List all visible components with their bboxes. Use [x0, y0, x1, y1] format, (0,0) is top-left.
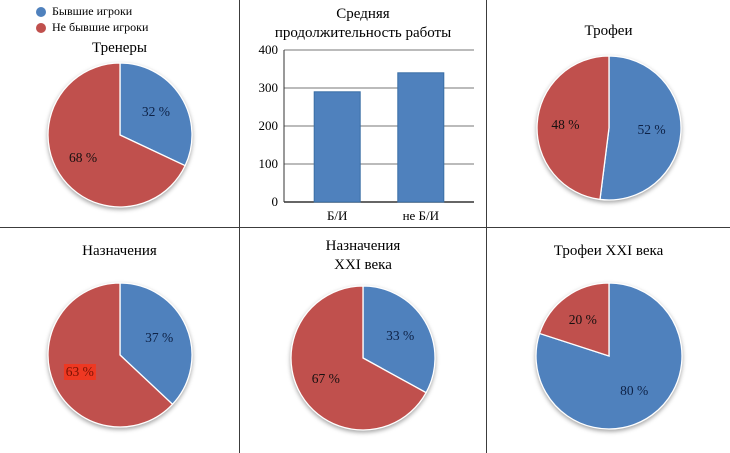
- bar: [397, 71, 445, 202]
- chart-title: Средняя продолжительность работы: [274, 6, 452, 41]
- pie-slice: [362, 284, 436, 394]
- pie-slice-label: 67 %: [311, 371, 340, 387]
- pie-chart-appointments-21: 33 % 67 %: [289, 284, 437, 432]
- chart-title: Назначения: [82, 243, 157, 259]
- chart-title: Тренеры: [91, 40, 147, 56]
- pie-slice-label: 20 %: [568, 312, 597, 328]
- legend-item-label: Бывшие игроки: [52, 4, 133, 18]
- x-category-label: не Б/И: [403, 208, 439, 223]
- y-tick-label: 400: [259, 44, 279, 57]
- pie-svg: [534, 282, 683, 430]
- pie-slice-label: 52 %: [637, 122, 666, 138]
- pie-slice: [118, 282, 193, 405]
- pie-slice-label: 80 %: [620, 383, 649, 399]
- pie-chart-trophies-21: 80 % 20 %: [534, 281, 684, 431]
- pie-slice: [118, 62, 193, 167]
- chart-title: Трофеи: [584, 23, 633, 39]
- y-tick-label: 100: [259, 156, 279, 171]
- pie-svg: [46, 282, 193, 428]
- x-category-label: Б/И: [327, 208, 347, 223]
- pie-slice-label: 37 %: [145, 329, 174, 345]
- y-tick-label: 200: [259, 118, 279, 133]
- bar-chart-duration: 0 100 200 300 400 Б/И не Б/И: [240, 42, 486, 231]
- pie-chart-trophies: 52 % 48 %: [535, 54, 683, 202]
- pie-slice: [290, 284, 427, 431]
- pie-slice-label: 32 %: [141, 103, 171, 119]
- legend-marker-blue-icon: [36, 6, 46, 17]
- pie-svg: [290, 284, 436, 431]
- cell-appointments: Назначения 37 % 63 %: [0, 228, 240, 453]
- pie-slice-label: 63 %: [63, 363, 96, 380]
- pie-slice: [46, 282, 173, 428]
- y-tick-label: 0: [272, 194, 279, 209]
- chart-title: Назначения XXI века: [325, 238, 401, 273]
- pie-slice: [598, 55, 682, 201]
- cell-appointments-21st-century: Назначения XXI века 33 % 67 %: [240, 228, 487, 453]
- pie-slice: [46, 62, 186, 208]
- pie-svg: [535, 55, 682, 201]
- pie-slice-label: 68 %: [68, 149, 98, 165]
- cell-coaches: Бывшие игроки Не бывшие игроки Тренеры 3…: [0, 0, 240, 228]
- pie-slice: [535, 55, 610, 200]
- legend-item-former-players: Бывшие игроки: [36, 4, 148, 19]
- cell-trophies: Трофеи 52 % 48 %: [487, 0, 730, 228]
- pie-chart-coaches: 32 % 68 %: [46, 61, 194, 209]
- pie-slice-label: 33 %: [386, 327, 415, 343]
- pie-chart-appointments: 37 % 63 %: [46, 281, 194, 429]
- pie-slice-label: 48 %: [551, 117, 580, 133]
- cell-trophies-21st-century: Трофеи XXI века 80 % 20 %: [487, 228, 730, 453]
- y-tick-label: 300: [259, 80, 279, 95]
- pie-slice: [538, 282, 610, 357]
- pie-svg: [46, 62, 193, 208]
- legend-item-non-former-players: Не бывшие игроки: [36, 20, 148, 35]
- bar: [313, 90, 361, 202]
- chart-title: Трофеи XXI века: [553, 243, 664, 259]
- cell-average-duration: Средняя продолжительность работы 0 100 200…: [240, 0, 487, 228]
- legend-item-label: Не бывшие игроки: [52, 20, 149, 34]
- chart-legend: Бывшие игроки Не бывшие игроки: [36, 4, 148, 35]
- legend-marker-red-icon: [36, 22, 46, 33]
- pie-slice: [534, 282, 683, 430]
- bar-svg: 0 100 200 300 400 Б/И не Б/И: [259, 42, 474, 223]
